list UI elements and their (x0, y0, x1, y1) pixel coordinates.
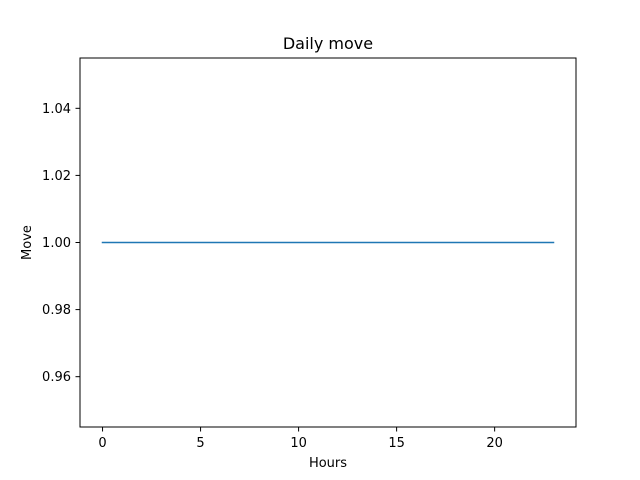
x-tick-label: 20 (486, 436, 503, 451)
chart-title: Daily move (283, 34, 373, 53)
y-tick-label: 0.96 (42, 370, 71, 385)
y-tick-label: 1.00 (42, 236, 71, 251)
x-tick-label: 0 (98, 436, 106, 451)
y-tick-label: 1.04 (42, 102, 71, 117)
x-axis-ticks: 0 5 10 15 20 (98, 427, 503, 451)
y-axis-ticks: 0.96 0.98 1.00 1.02 1.04 (42, 102, 80, 385)
x-tick-label: 5 (196, 436, 204, 451)
y-tick-label: 1.02 (42, 169, 71, 184)
x-tick-label: 15 (388, 436, 405, 451)
x-tick-label: 10 (290, 436, 307, 451)
y-tick-label: 0.98 (42, 303, 71, 318)
x-axis-label: Hours (309, 456, 347, 471)
y-axis-label: Move (20, 225, 35, 260)
